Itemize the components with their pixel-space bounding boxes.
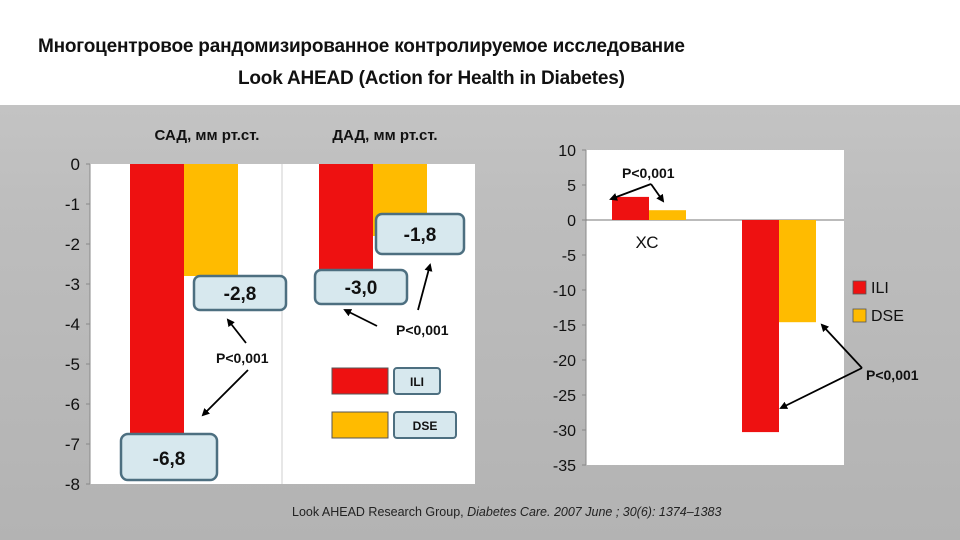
bp-value-label-dad-ili: -3,0 xyxy=(313,268,409,306)
bp-arrow-to-sad-dse xyxy=(226,318,247,344)
bp-legend-swatch-ili xyxy=(331,367,389,395)
bp-bar-1-ili xyxy=(130,164,184,436)
svg-text:-3,0: -3,0 xyxy=(345,278,378,299)
title-band xyxy=(0,0,960,105)
lipid-bars xyxy=(612,196,816,433)
svg-text:-2,8: -2,8 xyxy=(224,284,257,305)
bp-y-tick-label: -7 xyxy=(65,435,80,454)
bp-legend-swatch-dse xyxy=(331,411,389,439)
lipid-y-ticks: 10 5 0 -5 -10 -15 -20 -25 -30 -35 xyxy=(553,143,586,475)
bp-y-tick-label: -2 xyxy=(65,235,80,254)
lipid-legend-label-dse: DSE xyxy=(871,308,904,325)
lipid-y-tick-label: -15 xyxy=(553,318,576,335)
bp-legend-label-ili: ILI xyxy=(410,375,424,389)
lipid-y-tick-label: 5 xyxy=(567,178,576,195)
bp-legend: ILI DSE xyxy=(331,367,457,439)
bp-category-label-sad: САД, мм рт.ст. xyxy=(155,127,260,144)
bp-y-tick-label: -3 xyxy=(65,275,80,294)
bp-bar-2-ili xyxy=(319,164,373,284)
lipid-legend-swatch-dse xyxy=(852,308,867,323)
bp-category-label-dad: ДАД, мм рт.ст. xyxy=(332,127,437,144)
lipid-bar-1-ili xyxy=(612,196,649,220)
lipid-arrow-to-tg-dse xyxy=(820,323,863,369)
lipid-y-tick-label: -30 xyxy=(553,423,576,440)
bp-y-tick-label: -6 xyxy=(65,395,80,414)
lipid-y-tick-label: -35 xyxy=(553,458,576,475)
lipid-y-tick-label: 10 xyxy=(558,143,576,160)
bp-chart: 0 -1 -2 -3 -4 -5 -6 -7 -8 САД, мм рт.ст. ДАД, мм… xyxy=(65,127,475,494)
slide-title-line-2: Look AHEAD (Action for Health in Diabete… xyxy=(238,68,625,89)
lipid-y-tick-label: -5 xyxy=(562,248,576,265)
lipid-y-tick-label: -25 xyxy=(553,388,576,405)
lipid-arrow-to-tg-ili xyxy=(779,367,863,409)
bp-legend-label-dse: DSE xyxy=(413,419,438,433)
bp-value-label-sad-ili: -6,8 xyxy=(119,432,219,482)
lipid-legend: ILI DSE xyxy=(852,280,904,325)
citation: Look AHEAD Research Group, Diabetes Care… xyxy=(292,505,721,519)
lipid-legend-label-ili: ILI xyxy=(871,280,889,297)
lipid-bar-1-dse xyxy=(649,210,686,220)
citation-journal: Diabetes Care. 2007 June ; 30(6): 1374–1… xyxy=(467,505,722,519)
lipid-y-tick-label: -20 xyxy=(553,353,576,370)
bp-arrow-to-dad-dse xyxy=(417,263,433,311)
bp-y-tick-label: -8 xyxy=(65,475,80,494)
bp-arrow-to-sad-ili xyxy=(201,369,249,417)
lipid-arrow-to-hs-dse xyxy=(650,183,665,203)
lipid-category-label-hs: ХС xyxy=(635,233,658,252)
lipid-arrow-to-hs-ili xyxy=(609,183,652,201)
bp-y-ticks: 0 -1 -2 -3 -4 -5 -6 -7 -8 xyxy=(65,155,90,494)
bp-value-label-dad-dse: -1,8 xyxy=(374,212,466,256)
lipid-annotation-p-hs: P<0,001 xyxy=(622,165,675,181)
bp-y-tick-label: -1 xyxy=(65,195,80,214)
lipid-bar-2-dse xyxy=(779,220,816,323)
bp-y-tick-label: -4 xyxy=(65,315,80,334)
lipid-legend-swatch-ili xyxy=(852,280,867,295)
svg-text:-1,8: -1,8 xyxy=(404,225,437,246)
svg-text:-6,8: -6,8 xyxy=(153,449,186,470)
citation-authors: Look AHEAD Research Group, xyxy=(292,505,464,519)
bp-y-tick-label: 0 xyxy=(71,155,80,174)
bp-annotation-p-dad: P<0,001 xyxy=(396,322,449,338)
lipid-bar-2-ili xyxy=(742,220,779,433)
bp-y-tick-label: -5 xyxy=(65,355,80,374)
slide-title-line-1: Многоцентровое рандомизированное контрол… xyxy=(38,36,685,57)
lipid-annotation-p-tg: P<0,001 xyxy=(866,367,919,383)
lipid-y-tick-label: -10 xyxy=(553,283,576,300)
bp-annotation-p-sad: P<0,001 xyxy=(216,350,269,366)
bp-arrow-to-dad-ili xyxy=(343,309,378,327)
bp-legend-box-dse xyxy=(393,411,457,439)
lipid-y-tick-label: 0 xyxy=(567,213,576,230)
bp-legend-box-ili xyxy=(393,367,441,395)
bp-bar-1-dse xyxy=(184,164,238,276)
bp-value-label-sad-dse: -2,8 xyxy=(192,274,288,312)
